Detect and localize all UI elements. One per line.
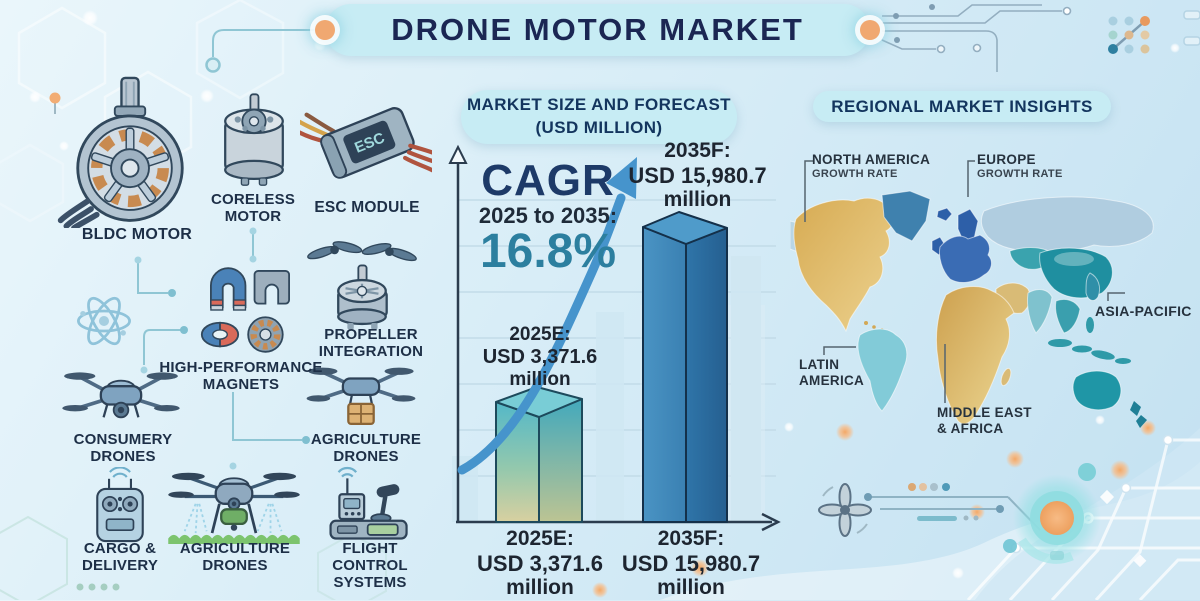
- bar-value-label-2035: 2035F: USD 15,980.7 million: [628, 139, 767, 212]
- regional-header-text: REGIONAL MARKET INSIGHTS: [831, 97, 1093, 116]
- axis-tick-2025: 2025E: USD 3,371.6 million: [477, 527, 603, 600]
- flight-control-icon: [329, 466, 408, 540]
- hexagon-pattern: [0, 0, 285, 223]
- cagr-period: 2025 to 2035:: [478, 203, 618, 228]
- forecast-header-line2: (USD MILLION): [535, 118, 663, 137]
- component-label-propeller: PROPELLER INTEGRATION: [318, 326, 424, 360]
- atom-icon: [77, 296, 131, 346]
- region-label-asia-pacific: ASIA-PACIFIC: [1095, 303, 1192, 319]
- component-label-flight-control: FLIGHT CONTROL SYSTEMS: [332, 540, 408, 591]
- forecast-header-line1: MARKET SIZE AND FORECAST: [467, 95, 731, 115]
- orange-pin: [49, 92, 61, 114]
- circuit-sparkles: [1099, 489, 1147, 568]
- component-connectors: [137, 234, 302, 441]
- title-left-connector: [205, 29, 317, 73]
- propeller-motor-icon: [307, 241, 417, 330]
- edge-bars: [1183, 10, 1200, 46]
- map-australia: [1072, 370, 1122, 411]
- growth-arrow-icon: [457, 157, 637, 475]
- remote-controller-icon: [96, 467, 144, 543]
- consumer-drone-icon: [62, 372, 180, 419]
- component-label-esc: ESC MODULE: [314, 199, 420, 216]
- map-madagascar: [1000, 367, 1012, 387]
- propeller-deco-icon: [818, 483, 872, 537]
- map-mongolia: [1054, 252, 1094, 266]
- axis-tick-2035: 2035F: USD 15,980.7 million: [621, 527, 761, 600]
- bar-value-label-2025: 2025E: USD 3,371.6 million: [482, 324, 598, 390]
- sparkle-dots: [29, 10, 1180, 598]
- map-new-zealand: [1130, 401, 1147, 428]
- sprayer-drone-icon: [168, 472, 300, 544]
- title-dot-right: [860, 20, 880, 40]
- map-north-america: [793, 197, 894, 333]
- title-right-circuit: [881, 4, 1072, 72]
- bldc-motor-icon: [57, 76, 184, 228]
- component-label-coreless: CORELESS MOTOR: [210, 191, 296, 225]
- map-leader-lines: [804, 160, 1125, 403]
- small-dots-deco: [908, 483, 979, 521]
- map-greenland: [881, 190, 931, 242]
- component-label-bldc: BLDC MOTOR: [81, 226, 193, 243]
- glow-orb-icon: [1003, 463, 1101, 564]
- component-label-magnets: HIGH-PERFORMANCE MAGNETS: [159, 359, 323, 393]
- dots-row-bottom-left: [76, 583, 120, 591]
- component-label-consumer-drones: CONSUMERY DRONES: [73, 431, 173, 465]
- map-indonesia: [1048, 317, 1131, 364]
- dot-grid-icon: [1108, 16, 1150, 54]
- map-southeast-asia: [1055, 298, 1081, 334]
- map-africa: [935, 286, 1015, 425]
- regional-header: REGIONAL MARKET INSIGHTS: [813, 91, 1111, 122]
- title-banner: DRONE MOTOR MARKET: [325, 4, 870, 56]
- region-label-europe: EUROPE GROWTH RATE: [977, 152, 1063, 181]
- world-map: [790, 190, 1154, 428]
- map-south-america: [857, 328, 908, 412]
- bar-2035: [642, 211, 728, 523]
- cagr-title: CAGR: [481, 156, 615, 205]
- cagr-value: 16.8%: [479, 225, 617, 278]
- component-label-cargo-delivery: CARGO & DELIVERY: [81, 540, 159, 574]
- esc-module-icon: ESC: [300, 107, 432, 179]
- region-label-north-america: NORTH AMERICA GROWTH RATE: [812, 152, 931, 181]
- dash-deco: [917, 516, 957, 521]
- map-japan: [1085, 272, 1101, 301]
- forecast-header: MARKET SIZE AND FORECAST (USD MILLION): [461, 90, 737, 144]
- title-right-circuit-dots: [893, 4, 935, 43]
- grass: [168, 534, 300, 544]
- hexagon-pattern-bottom: [0, 515, 387, 600]
- map-europe: [939, 234, 992, 283]
- bar-2025: [495, 386, 583, 523]
- component-label-agriculture-drones-2: AGRICULTURE DRONES: [179, 540, 291, 574]
- map-india: [1027, 289, 1053, 334]
- title-dot-left: [315, 20, 335, 40]
- coreless-motor-icon: [224, 93, 284, 186]
- region-label-middle-east-africa: MIDDLE EAST & AFRICA: [937, 405, 1032, 437]
- map-iceland: [936, 207, 953, 222]
- component-label-agriculture-drones-1: AGRICULTURE DRONES: [310, 431, 422, 465]
- map-russia: [980, 196, 1154, 252]
- magnets-icon: [200, 267, 290, 353]
- package-drone-icon: [306, 367, 416, 425]
- page-title: DRONE MOTOR MARKET: [391, 12, 804, 47]
- component-connector-dots: [134, 227, 310, 470]
- region-label-latin-america: LATIN AMERICA: [799, 357, 865, 389]
